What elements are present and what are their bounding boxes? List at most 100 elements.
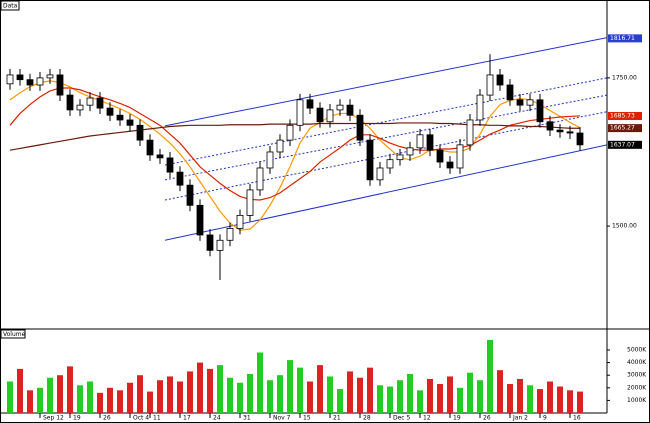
x-tick-label: 17: [183, 415, 191, 422]
candle-body: [16, 74, 24, 81]
volume-tick-label: 2000K: [627, 384, 647, 391]
volume-bar: [237, 382, 243, 413]
volume-bar: [277, 375, 283, 413]
candle-body: [106, 107, 114, 116]
channel-line: [164, 94, 608, 181]
volume-bar: [107, 387, 113, 413]
volume-bar: [397, 380, 403, 413]
volume-bar: [467, 372, 473, 413]
volume-bar: [377, 385, 383, 413]
price-label: 1685.73: [610, 112, 635, 119]
volume-bar: [37, 387, 43, 413]
volume-bar: [247, 373, 253, 413]
x-tick-label: 26: [483, 415, 491, 422]
candle-body: [536, 99, 544, 123]
volume-bar: [167, 376, 173, 413]
volume-bar: [17, 368, 23, 413]
candle-body: [6, 74, 14, 85]
volume-bar: [177, 381, 183, 413]
price-label-box: [608, 111, 642, 120]
candle-body: [256, 167, 264, 191]
volume-bar: [447, 376, 453, 413]
candle-body: [576, 132, 584, 146]
volume-bar: [547, 381, 553, 413]
candle-body: [396, 154, 404, 161]
candle-body: [156, 154, 164, 159]
candle-body: [516, 99, 524, 106]
candle-body: [446, 161, 454, 169]
volume-bar: [327, 376, 333, 413]
candle-body: [66, 94, 74, 111]
candle-body: [246, 189, 254, 216]
candle-body: [486, 74, 494, 96]
candle-body: [196, 204, 204, 236]
volume-bar: [207, 368, 213, 413]
candle-body: [26, 79, 34, 86]
volume-bar: [117, 390, 123, 413]
volume-bar: [97, 392, 103, 413]
volume-bar: [157, 380, 163, 413]
candle-body: [276, 139, 284, 153]
x-tick-label: 9: [543, 415, 547, 422]
volume-bar: [567, 390, 573, 413]
x-tick-label: 28: [363, 415, 371, 422]
candle-body: [86, 97, 94, 106]
volume-bar: [267, 380, 273, 413]
volume-bar: [297, 367, 303, 413]
x-tick-label: 11: [153, 415, 161, 422]
volume-bar: [317, 365, 323, 413]
candle-body: [306, 99, 314, 109]
candle-body: [136, 124, 144, 141]
volume-label: Volume: [3, 331, 26, 338]
candle-body: [296, 99, 304, 126]
x-tick-label: 16: [573, 415, 581, 422]
candle-body: [286, 124, 294, 141]
candle-body: [466, 119, 474, 146]
volume-bar: [487, 339, 493, 413]
pane-label: Data: [3, 3, 18, 10]
volume-bar: [137, 375, 143, 413]
channel-line: [164, 77, 608, 166]
candle-body: [236, 214, 244, 229]
candle-body: [46, 74, 54, 79]
candle-body: [366, 139, 374, 181]
x-tick-label: Nov 7: [273, 415, 291, 422]
candle-body: [56, 74, 64, 96]
candle-body: [186, 184, 194, 206]
candle-body: [426, 134, 434, 151]
volume-bar: [77, 385, 83, 413]
candle-body: [116, 114, 124, 121]
candle-body: [526, 99, 534, 106]
x-tick-label: 21: [333, 415, 341, 422]
candle-body: [326, 109, 334, 123]
y-tick-label: 1750.00: [612, 74, 637, 81]
volume-bar: [407, 373, 413, 413]
volume-bar: [517, 378, 523, 413]
moving-average-line: [9, 122, 580, 151]
x-tick-label: Oct 4: [133, 415, 149, 422]
volume-bar: [337, 389, 343, 413]
candle-body: [146, 139, 154, 156]
candle-body: [346, 104, 354, 116]
y-tick-label: 1500.00: [612, 223, 637, 230]
volume-bar: [87, 381, 93, 413]
candle-body: [166, 157, 174, 173]
volume-bar: [27, 390, 33, 413]
channel-line: [164, 111, 608, 201]
volume-bar: [307, 381, 313, 413]
candle-body: [356, 114, 364, 141]
volume-bar: [227, 377, 233, 413]
x-tick-label: 19: [453, 415, 461, 422]
volume-bar: [357, 377, 363, 413]
volume-bar: [427, 378, 433, 413]
volume-bar: [257, 352, 263, 413]
volume-bar: [497, 370, 503, 413]
volume-bar: [477, 380, 483, 413]
volume-bar: [577, 391, 583, 413]
candle-body: [206, 234, 214, 251]
x-tick-label: Jan 2: [512, 415, 528, 422]
volume-bar: [47, 377, 53, 413]
volume-bar: [217, 365, 223, 413]
